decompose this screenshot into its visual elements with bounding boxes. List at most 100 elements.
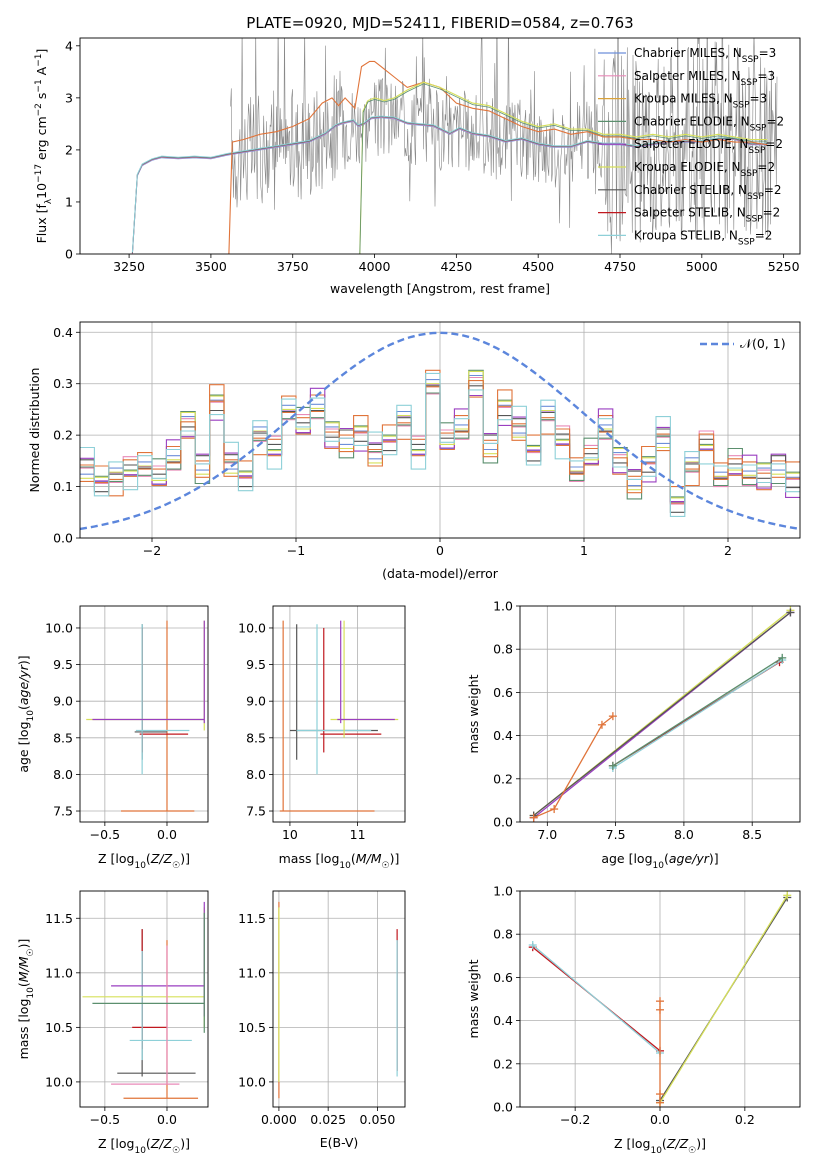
label-part: 10 bbox=[134, 1146, 146, 1156]
x-tick-label: 3500 bbox=[195, 259, 227, 274]
spectrum-plot bbox=[131, 38, 778, 254]
x-tick-label: 4250 bbox=[440, 259, 472, 274]
label-part: Kroupa MILES, N bbox=[634, 92, 733, 106]
x-tick-label: 3250 bbox=[113, 259, 145, 274]
y-tick-label: 1.0 bbox=[493, 599, 513, 614]
x-axis-label: Z [log10(Z/Z☉)] bbox=[614, 1136, 706, 1156]
label-part: Flux [f bbox=[34, 204, 49, 244]
x-tick-label: 4500 bbox=[522, 259, 554, 274]
label-part: =2 bbox=[763, 206, 781, 220]
mass_weight_vs_age-frame bbox=[519, 605, 801, 823]
label-part: 10 bbox=[134, 861, 146, 871]
label-part: s bbox=[34, 93, 49, 104]
x-tick-label: 1 bbox=[580, 543, 588, 558]
x-tick-label: 4750 bbox=[604, 259, 636, 274]
label-part: =3 bbox=[759, 46, 777, 60]
label-part: 10 bbox=[650, 1146, 662, 1156]
label-part: SSP bbox=[733, 101, 750, 111]
weight-series bbox=[533, 611, 791, 817]
label-part: Z/Z bbox=[150, 1136, 173, 1151]
weight-series bbox=[612, 657, 783, 767]
label-part: Z/Z bbox=[666, 1136, 689, 1151]
label-part: age/yr bbox=[16, 664, 31, 705]
y-tick-label: 0.1 bbox=[53, 479, 73, 494]
label-part: SSP bbox=[738, 237, 755, 247]
label-part: age/yr bbox=[669, 851, 710, 866]
label-part: −1 bbox=[34, 79, 44, 92]
x-tick-label: 0.050 bbox=[360, 1112, 396, 1127]
label-part: )] bbox=[390, 851, 400, 866]
x-tick-label: 0.000 bbox=[261, 1112, 297, 1127]
x-tick-label: −2 bbox=[143, 543, 161, 558]
age_vs_mass-axes: 10 11 7.5 8.0 8.5 9.0 9.5 10.0 bbox=[238, 606, 405, 842]
mass_weight_vs_Z-plot bbox=[528, 891, 792, 1107]
legend-label: Kroupa ELODIE, NSSP=2 bbox=[634, 160, 775, 179]
mass_vs_Z-frame bbox=[79, 890, 209, 1108]
x-axis-label: E(B-V) bbox=[320, 1135, 359, 1150]
label-part: Z [log bbox=[98, 1136, 134, 1151]
label-part: Salpeter STELIB, N bbox=[634, 206, 746, 220]
label-part: ( bbox=[351, 851, 356, 866]
y-tick-label: 7.5 bbox=[53, 804, 73, 819]
x-axis-label: (data-model)/error bbox=[382, 566, 499, 581]
y-tick-label: 0.0 bbox=[53, 531, 73, 546]
x-axis-label: Z [log10(Z/Z☉)] bbox=[98, 1136, 190, 1156]
x-tick-label: −1 bbox=[287, 543, 305, 558]
label-part: SSP bbox=[741, 169, 758, 179]
x-axis-label: mass [log10(M/M☉)] bbox=[279, 851, 400, 871]
label-part: −17 bbox=[34, 164, 44, 183]
y-tick-label: 11.0 bbox=[238, 965, 266, 980]
y-tick-label: 10.0 bbox=[238, 1074, 266, 1089]
histogram-legend: 𝒩(0, 1) bbox=[700, 336, 786, 351]
x-tick-label: 8.0 bbox=[674, 827, 694, 842]
mass_vs_EBV-plot bbox=[278, 901, 398, 1099]
label-part: ( bbox=[16, 982, 31, 987]
x-tick-label: 7.0 bbox=[537, 827, 557, 842]
x-tick-label: 0.025 bbox=[310, 1112, 346, 1127]
y-axis-label: age [log10(age/yr)] bbox=[16, 655, 36, 772]
mass_vs_Z-plot bbox=[82, 901, 205, 1099]
y-tick-label: 8.0 bbox=[53, 767, 73, 782]
mass_weight_vs_Z-frame bbox=[519, 890, 801, 1108]
label-part: =2 bbox=[764, 183, 782, 197]
label-part: Chabrier ELODIE, N bbox=[634, 114, 750, 128]
label-part: 10 bbox=[26, 710, 36, 722]
legend-label: 𝒩(0, 1) bbox=[740, 336, 786, 351]
y-axis-label: Normed distribution bbox=[27, 368, 42, 493]
label-part: erg cm bbox=[34, 116, 49, 164]
model-spectrum bbox=[228, 60, 768, 254]
label-part: Kroupa ELODIE, N bbox=[634, 160, 741, 174]
model-spectrum bbox=[359, 83, 768, 254]
y-tick-label: 0.4 bbox=[53, 325, 73, 340]
normal-curve bbox=[80, 331, 800, 531]
y-tick-label: 9.5 bbox=[53, 657, 73, 672]
x-tick-label: −0.5 bbox=[90, 827, 120, 842]
y-tick-label: 11.5 bbox=[45, 911, 73, 926]
y-tick-label: 0.3 bbox=[53, 376, 73, 391]
y-tick-label: 0.8 bbox=[493, 642, 513, 657]
label-part: =2 bbox=[755, 228, 773, 242]
label-part: Salpeter MILES, N bbox=[634, 69, 741, 83]
label-part: ( bbox=[662, 1136, 667, 1151]
histogram-frame bbox=[79, 321, 801, 539]
figure-title: PLATE=0920, MJD=52411, FIBERID=0584, z=0… bbox=[246, 14, 633, 32]
label-part: ☉ bbox=[26, 948, 36, 956]
label-part: SSP bbox=[750, 123, 767, 133]
y-tick-label: 0.0 bbox=[493, 1100, 513, 1115]
y-tick-label: 0.2 bbox=[493, 771, 513, 786]
label-part: Salpeter ELODIE, N bbox=[634, 137, 748, 151]
label-part: SSP bbox=[746, 215, 763, 225]
x-tick-label: 0.2 bbox=[735, 1112, 755, 1127]
age_vs_mass-frame bbox=[272, 605, 406, 823]
y-tick-label: 10.0 bbox=[238, 620, 266, 635]
spectrum-axes: 3250 3500 3750 4000 4250 4500 4750 5000 5250 0 1 2 3… bbox=[65, 38, 800, 274]
x-tick-label: 0.0 bbox=[650, 1112, 670, 1127]
label-part: =2 bbox=[765, 137, 783, 151]
weight-series bbox=[533, 715, 614, 819]
weight-series bbox=[532, 944, 661, 1054]
mass_weight_vs_Z-axes: −0.2 0.0 0.2 0.0 0.2 0.4 0.6 0.8 1.0 bbox=[493, 884, 800, 1127]
legend-label: Chabrier MILES, NSSP=3 bbox=[634, 46, 776, 65]
label-part: age [log bbox=[16, 721, 31, 772]
x-tick-label: 3750 bbox=[277, 259, 309, 274]
legend-label: Chabrier STELIB, NSSP=2 bbox=[634, 183, 782, 202]
